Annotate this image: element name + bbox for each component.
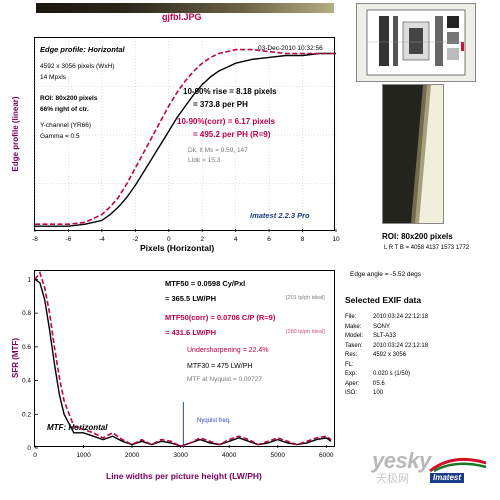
exif-value: 2010:03:24 22:12:18 bbox=[373, 342, 429, 349]
test-chart-pattern bbox=[357, 4, 475, 81]
x-tick-label: 6 bbox=[267, 236, 271, 243]
y-tick-label: 0.6 bbox=[22, 344, 31, 351]
undersharpening: Undersharpening = 22.4% bbox=[187, 347, 269, 354]
x-tick-label: -8 bbox=[32, 236, 38, 243]
mtf50-lwph: = 365.5 LW/PH bbox=[165, 294, 217, 303]
edge-y-axis-label: Edge profile (linear) bbox=[11, 96, 20, 172]
y-tick-label: 0.4 bbox=[22, 378, 31, 385]
rise-distance: 10-90% rise = 8.18 pixels bbox=[183, 87, 277, 96]
x-tick-label: 4000 bbox=[222, 452, 237, 459]
x-tick-label: 3000 bbox=[173, 452, 188, 459]
mtf-at-nyquist: MTF at Nyquist = 0.00727 bbox=[187, 376, 262, 383]
roi-coordinates: L R T B = 4058 4137 1573 1772 bbox=[384, 245, 470, 251]
rise-per-ph: = 373.8 per PH bbox=[193, 100, 248, 109]
imatest-logo-swoosh bbox=[428, 457, 488, 473]
mtf30-value: MTF30 = 475 LW/PH bbox=[187, 363, 253, 370]
mtf50-corrected: MTF50(corr) = 0.0706 C/P (R=9) bbox=[165, 313, 276, 322]
mtf-chart: 0 1000 2000 3000 4000 5000 6000 0 0.2 0.4 0.6 0.8 1 … bbox=[22, 270, 335, 459]
yesky-cn-watermark: 天极网 bbox=[376, 473, 409, 485]
x-tick-label: 10 bbox=[332, 236, 340, 243]
y-tick-label: 0.2 bbox=[22, 411, 31, 418]
megapixels: 14 Mpxls bbox=[40, 74, 67, 81]
gamma-info: Gamma = 0.5 bbox=[40, 133, 80, 140]
roi-label: ROI: 80x200 pixels bbox=[382, 232, 453, 241]
x-tick-label: 4 bbox=[234, 236, 238, 243]
exif-value: 100 bbox=[373, 390, 384, 396]
mtf-chart-title: MTF: Horizontal bbox=[47, 423, 108, 432]
file-name: gjfbl.JPG bbox=[162, 12, 202, 22]
edge-profile-chart: -8 -6 -4 -2 0 2 4 6 8 10 Edge profile: Horizontal… bbox=[32, 37, 340, 243]
exif-key: Model: bbox=[345, 333, 364, 339]
x-tick-label: -2 bbox=[132, 236, 138, 243]
exif-key: ISO: bbox=[345, 390, 358, 396]
measured-curve bbox=[35, 52, 336, 227]
measured-curve bbox=[34, 278, 332, 448]
edge-strip-image bbox=[36, 3, 334, 13]
imatest-logo-text: Imatest bbox=[430, 473, 465, 483]
x-tick-label: 1000 bbox=[76, 452, 91, 459]
x-tick-label: 2000 bbox=[125, 452, 140, 459]
nyquist-label: Nyquist freq. bbox=[197, 418, 231, 424]
exif-value: f/5.6 bbox=[373, 380, 385, 387]
corrected-curve bbox=[35, 48, 336, 225]
dark-light-means: Dk, lt Ms = 9.59, 147 bbox=[188, 147, 248, 154]
mtf50-corrected-lwph: = 431.6 LW/PH bbox=[165, 328, 217, 337]
x-tick-label: 6000 bbox=[319, 452, 334, 459]
channel-info: Y-channel (YR66) bbox=[40, 122, 92, 129]
exif-value: SONY bbox=[373, 323, 391, 330]
exif-title: Selected EXIF data bbox=[345, 295, 422, 305]
mtf50-ideal: [201 lp/ph ideal] bbox=[286, 295, 325, 301]
x-tick-label: 0 bbox=[167, 236, 171, 243]
roi-crop-image bbox=[382, 84, 444, 224]
x-tick-label: 5000 bbox=[271, 452, 286, 459]
x-tick-label: 0 bbox=[33, 452, 37, 459]
exif-key: Res: bbox=[345, 352, 358, 358]
exif-key: Aper: bbox=[345, 380, 360, 387]
edge-angle: Edge angle = -5.52 degs bbox=[350, 271, 422, 278]
image-dims: 4592 x 3056 pixels (WxH) bbox=[40, 63, 115, 70]
light-dark-ratio: Ltdk = 15.3 bbox=[188, 157, 221, 164]
exif-value: SLT-A33 bbox=[373, 333, 396, 339]
exif-value: 2010:03:24 22:12:18 bbox=[373, 314, 429, 320]
exif-key: Exp: bbox=[345, 371, 358, 377]
exif-key: Taken: bbox=[345, 342, 363, 349]
x-tick-label: 2 bbox=[200, 236, 204, 243]
edge-profile-plot: -8 -6 -4 -2 0 2 4 6 8 10 bbox=[32, 38, 340, 243]
edge-chart-title: Edge profile: Horizontal bbox=[40, 45, 125, 54]
exif-key: FL: bbox=[345, 361, 354, 368]
rise-corrected: 10-90%(corr) = 6.17 pixels bbox=[177, 117, 276, 126]
exif-key: File: bbox=[345, 314, 357, 320]
exif-value: 0.020 s (1/50) bbox=[373, 371, 411, 377]
x-tick-label: -4 bbox=[99, 236, 105, 243]
edge-x-axis-label: Pixels (Horizontal) bbox=[140, 243, 215, 253]
imatest-version: Imatest 2.2.3 Pro bbox=[250, 211, 310, 220]
y-tick-label: 0 bbox=[27, 445, 31, 452]
yesky-watermark: yesky bbox=[372, 448, 431, 473]
roi-size: ROI: 80x200 pixels bbox=[40, 95, 98, 102]
x-tick-label: -6 bbox=[66, 236, 72, 243]
y-tick-label: 1 bbox=[27, 276, 31, 283]
mtf-x-axis-label: Line widths per picture height (LW/PH) bbox=[106, 471, 262, 481]
rise-corrected-per-ph: = 495.2 per PH (R=9) bbox=[193, 130, 271, 139]
mtf50-value: MTF50 = 0.0598 Cy/Pxl bbox=[165, 279, 246, 288]
mtf-plot: 0 1000 2000 3000 4000 5000 6000 0 0.2 0.4 0.6 0.8 1 bbox=[22, 270, 334, 459]
roi-position: 66% right of ctr. bbox=[40, 106, 89, 113]
logo-swoosh-icon bbox=[429, 457, 487, 473]
test-chart-thumbnail bbox=[356, 3, 476, 82]
corrected-curve bbox=[34, 270, 332, 448]
y-tick-label: 0.8 bbox=[22, 310, 31, 317]
exif-key: Make: bbox=[345, 323, 362, 330]
mtf-y-axis-label: SFR (MTF) bbox=[11, 338, 20, 378]
roi-edge-render bbox=[383, 85, 443, 223]
edge-chart-date: 03-Dec-2010 10:32:56 bbox=[258, 45, 323, 52]
mtf50-corrected-ideal: [280 lp/ph ideal] bbox=[286, 329, 325, 335]
exif-value: 4592 x 3056 bbox=[373, 352, 407, 358]
x-tick-label: 8 bbox=[301, 236, 305, 243]
